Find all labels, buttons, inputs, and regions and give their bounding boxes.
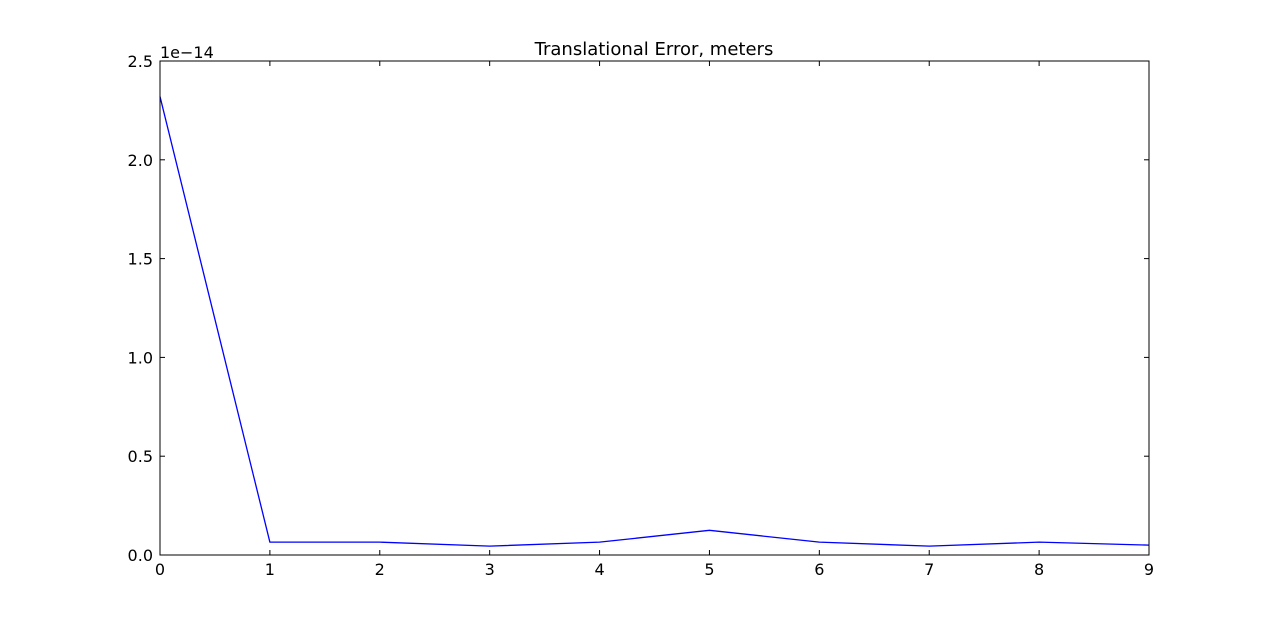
- y-tick-label: 2.5: [128, 52, 153, 71]
- plot-area: 0 1 2 3 4 5 6 7 8 9 0.0 0.5 1.0 1.5 2.0 2.5: [128, 52, 1155, 579]
- y-tick-label: 2.0: [128, 151, 153, 170]
- x-tick-label: 5: [704, 560, 714, 579]
- y-tick-label: 1.5: [128, 250, 153, 269]
- x-tick-label: 4: [594, 560, 604, 579]
- y-tick-label: 0.5: [128, 447, 153, 466]
- x-tick-label: 2: [375, 560, 385, 579]
- x-tick-label: 9: [1144, 560, 1154, 579]
- x-tick-label: 8: [1034, 560, 1044, 579]
- y-tick-label: 1.0: [128, 348, 153, 367]
- axes-frame: [159, 60, 1150, 556]
- series-line-0: [159, 96, 1150, 547]
- chart-title: Translational Error, meters: [534, 39, 774, 60]
- x-tick-label: 1: [265, 560, 275, 579]
- y-tick-label: 0.0: [128, 546, 153, 565]
- x-tick-label: 6: [814, 560, 824, 579]
- y-axis-offset-label: 1e−14: [160, 43, 214, 62]
- x-tick-label: 0: [155, 560, 165, 579]
- x-tick-label: 3: [485, 560, 495, 579]
- x-tick-label: 7: [924, 560, 934, 579]
